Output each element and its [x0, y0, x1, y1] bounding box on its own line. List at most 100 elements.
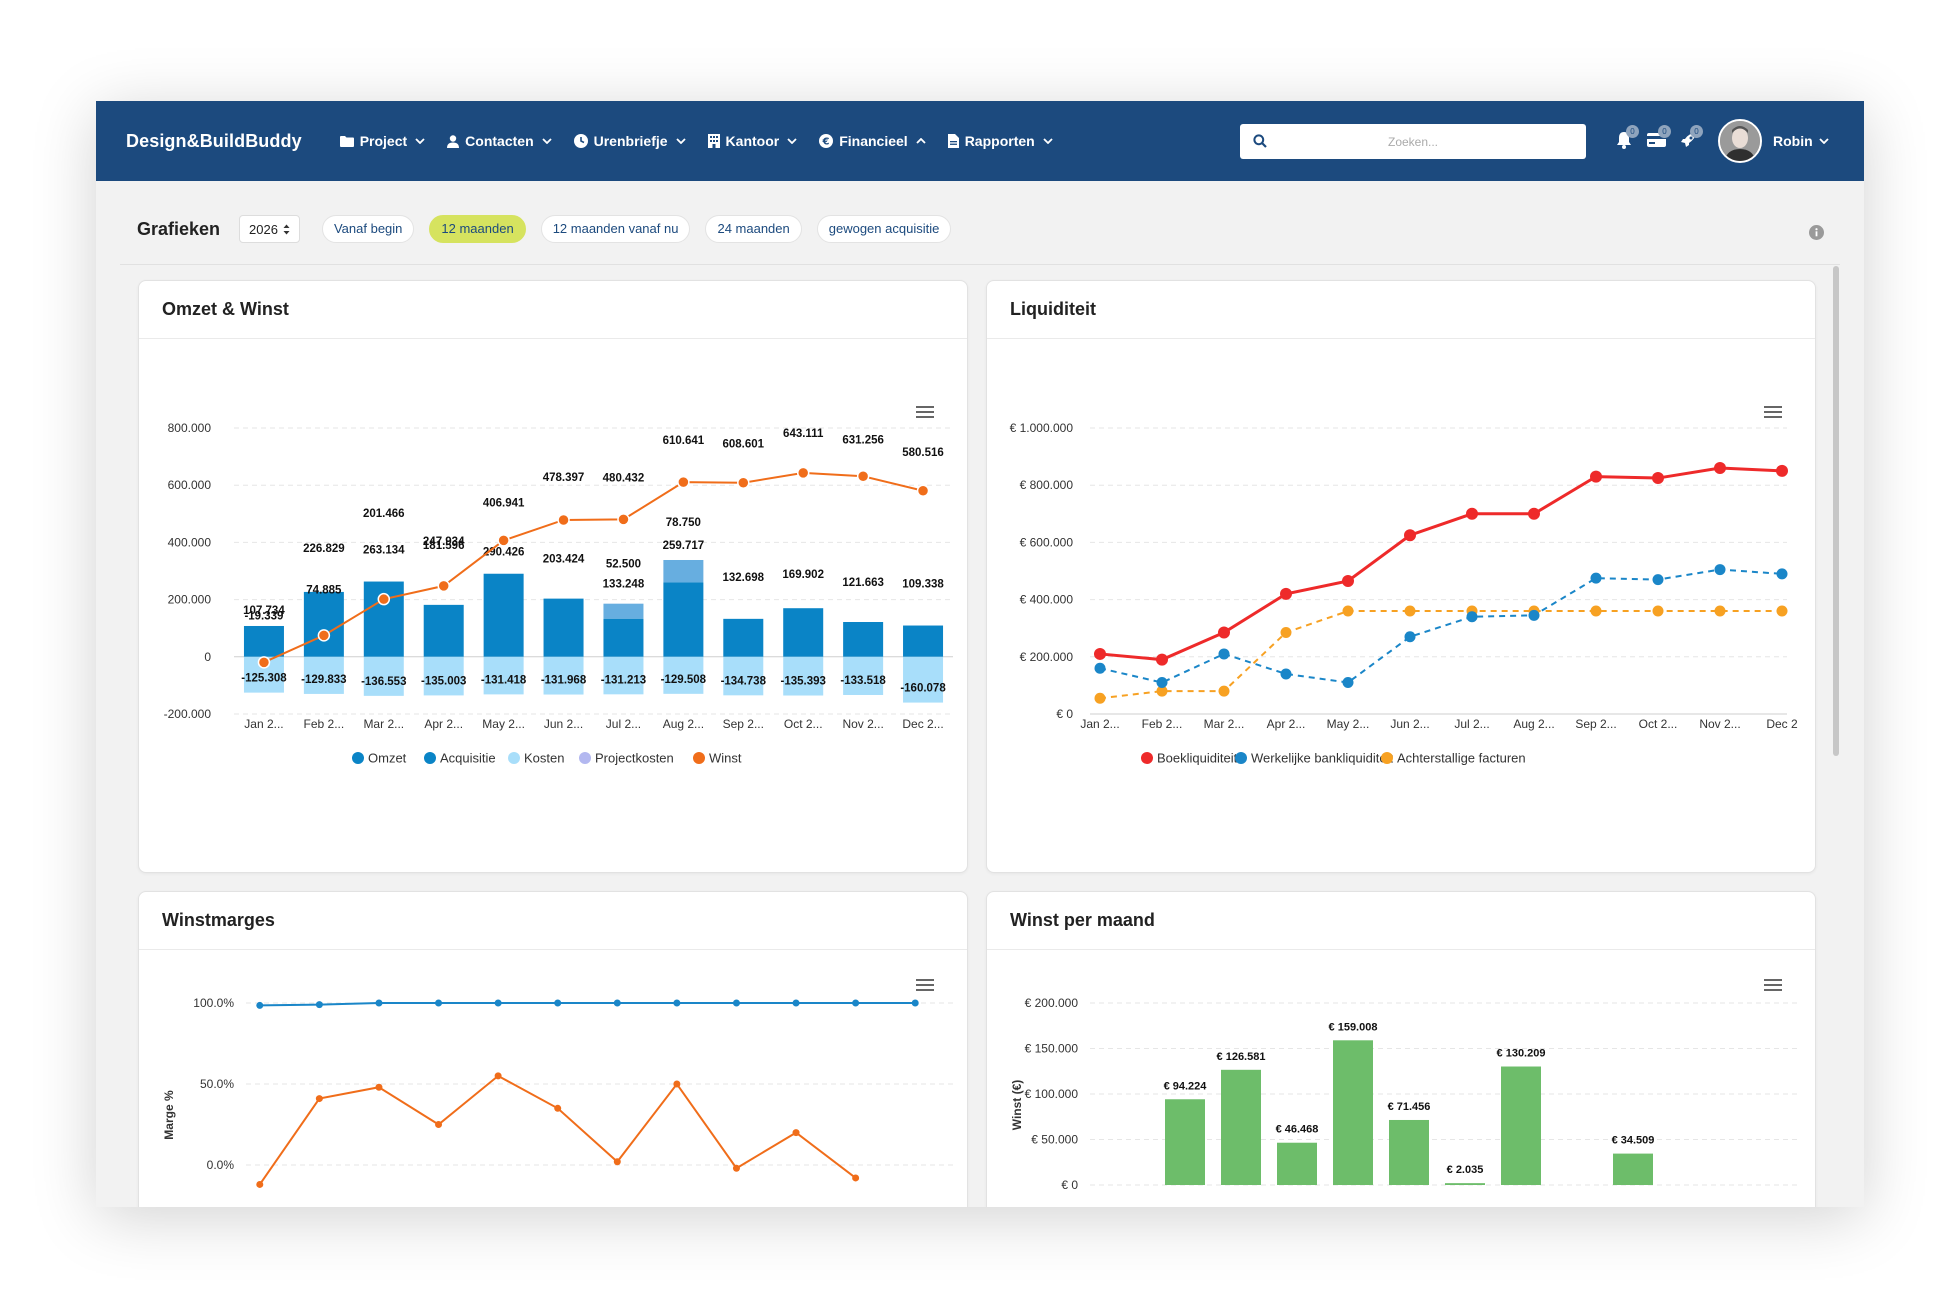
winst-bar: [1613, 1153, 1653, 1185]
series-point: [1218, 648, 1230, 660]
winst-data-label: 74.885: [306, 584, 342, 596]
marge-point: [673, 999, 681, 1007]
series-point: [1156, 653, 1168, 666]
legend-label: Omzet: [368, 751, 407, 766]
winst-bar-label: € 130.209: [1497, 1048, 1546, 1060]
marge-point: [375, 1083, 383, 1091]
omzet-data-label: 169.902: [782, 569, 824, 581]
chart-menu-icon[interactable]: [916, 979, 934, 991]
series-point: [1776, 568, 1788, 580]
euro-icon: €: [819, 134, 834, 148]
nav-project[interactable]: Project: [339, 133, 425, 149]
series-point: [1280, 668, 1292, 680]
filter-24-maanden[interactable]: 24 maanden: [705, 215, 802, 243]
omzet-data-label: 263.134: [363, 545, 405, 557]
user-name: Robin: [1773, 133, 1813, 149]
y-tick-label: € 50.000: [1031, 1133, 1078, 1147]
x-tick-label: May 2...: [1327, 717, 1370, 731]
winst-data-label: 201.466: [363, 508, 405, 520]
y-tick-label: 600.000: [168, 478, 212, 492]
winst-data-label: 610.641: [663, 435, 705, 447]
card-winstmarges: Winstmarges 0.0% 50.0% 100.0% Marge %: [138, 891, 968, 1207]
marge-line: [258, 1074, 857, 1186]
card-title: Liquiditeit: [1010, 299, 1096, 319]
series-point: [1404, 605, 1416, 617]
chart-menu-icon-line: [916, 406, 934, 408]
marge-point: [732, 999, 740, 1007]
filter-gewogen-acquisitie[interactable]: gewogen acquisitie: [816, 215, 952, 243]
kosten-data-label: -131.968: [541, 675, 587, 687]
series-point: [1404, 631, 1416, 643]
y-tick-label: € 600.000: [1020, 535, 1074, 549]
legend-label: Werkelijke bankliquiditeit: [1251, 751, 1393, 766]
chevron-down-icon: [415, 138, 425, 144]
nav-contacten[interactable]: Contacten: [447, 133, 552, 149]
marge-point: [613, 999, 621, 1007]
card-header: Winstmarges: [139, 892, 967, 950]
user-menu[interactable]: Robin: [1718, 119, 1829, 163]
svg-text:€: €: [822, 137, 830, 148]
payments-button[interactable]: 0: [1640, 123, 1672, 157]
omzet-bar: [423, 604, 464, 657]
chart-menu-icon-line: [1764, 984, 1782, 986]
nav-financieel[interactable]: € Financieel: [819, 133, 926, 149]
notification-icons: 0 0 0: [1608, 123, 1704, 157]
nav-urenbriefje[interactable]: Urenbriefje: [573, 133, 686, 149]
search-input[interactable]: [1240, 124, 1586, 159]
launch-badge: 0: [1690, 125, 1703, 138]
acquisitie-bar: [603, 603, 644, 619]
clock-icon: [573, 134, 588, 148]
navbar: Design&BuildBuddy Project Contacten Uren…: [96, 101, 1864, 181]
omzet-bar: [543, 598, 584, 657]
nav-rapporten[interactable]: Rapporten: [947, 133, 1053, 149]
brand-logo[interactable]: Design&BuildBuddy: [126, 130, 302, 151]
chart-menu-icon[interactable]: [1764, 406, 1782, 418]
acquisitie-bar: [663, 559, 704, 583]
marge-point: [613, 1158, 621, 1166]
search-icon: [1253, 134, 1267, 148]
omzet-bar: [303, 591, 344, 657]
series-point: [1652, 605, 1664, 617]
marge-point: [673, 1080, 681, 1088]
marge-point: [852, 999, 860, 1007]
filter-vanaf-begin[interactable]: Vanaf begin: [321, 215, 415, 243]
y-tick-label: 800.000: [168, 421, 212, 435]
winst-point: [377, 592, 391, 606]
winst-bar-label: € 94.224: [1164, 1080, 1208, 1092]
filter-12-maanden[interactable]: 12 maanden: [429, 215, 526, 243]
winst-bar-label: € 46.468: [1276, 1124, 1319, 1136]
sort-arrows-icon: [283, 224, 290, 234]
y-tick-label: € 150.000: [1025, 1042, 1079, 1056]
winst-point: [557, 513, 570, 527]
nav-kantoor[interactable]: Kantoor: [707, 133, 798, 149]
legend-label: Kosten: [524, 751, 564, 766]
marge-point: [911, 999, 919, 1007]
y-tick-label: € 800.000: [1020, 478, 1074, 492]
winst-data-label: 643.111: [783, 428, 824, 440]
x-tick-label: Sep 2...: [723, 717, 764, 731]
x-tick-label: Feb 2...: [1142, 717, 1183, 731]
y-tick-label: 400.000: [168, 535, 212, 549]
legend-label: Boekliquiditeit: [1157, 751, 1238, 766]
notifications-button[interactable]: 0: [1608, 123, 1640, 157]
chart-menu-icon-line: [916, 979, 934, 981]
year-select[interactable]: 2026: [239, 215, 300, 243]
kosten-data-label: -129.508: [661, 674, 707, 686]
scrollbar[interactable]: [1833, 266, 1839, 756]
series-point: [1404, 529, 1416, 542]
omzet-data-label: 290.426: [483, 547, 525, 559]
x-tick-label: May 2...: [482, 717, 525, 731]
avatar[interactable]: [1718, 119, 1762, 163]
x-tick-label: Jun 2...: [1390, 717, 1429, 731]
folder-icon: [339, 136, 354, 147]
marge-point: [375, 999, 383, 1007]
series-point: [1094, 647, 1106, 660]
launch-button[interactable]: 0: [1672, 123, 1704, 157]
chevron-down-icon: [675, 138, 686, 144]
series-point: [1590, 572, 1602, 584]
chart-menu-icon[interactable]: [1764, 979, 1782, 991]
chart-menu-icon[interactable]: [916, 406, 934, 418]
kosten-bar: [723, 656, 764, 696]
filter-12-maanden-vanaf-nu[interactable]: 12 maanden vanaf nu: [540, 215, 691, 243]
info-icon[interactable]: [1809, 225, 1824, 240]
